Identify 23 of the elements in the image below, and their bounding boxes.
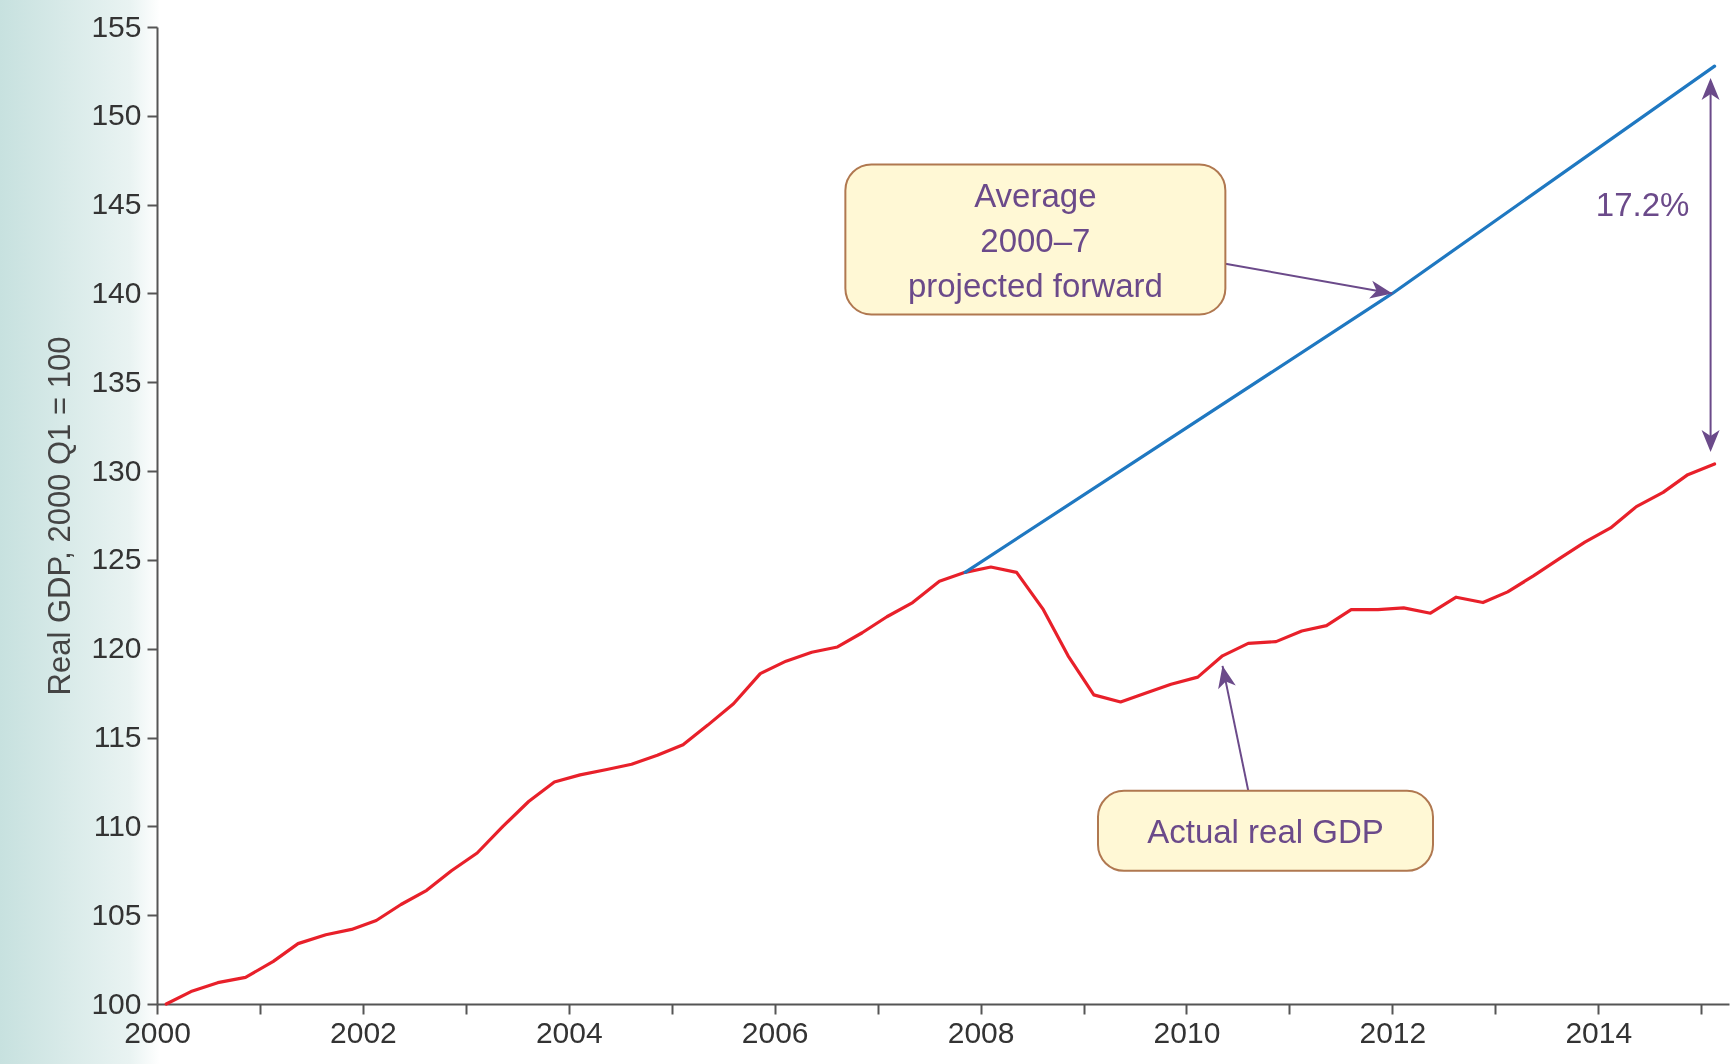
annotation: Actual real GDP [1147, 812, 1384, 850]
x-tick-label: 2004 [535, 1015, 603, 1049]
x-tick-label: 2002 [330, 1015, 397, 1049]
y-tick-label: 140 [91, 275, 142, 309]
x-tick-label: 2014 [1565, 1015, 1633, 1049]
y-tick-label: 150 [91, 98, 142, 132]
y-tick-label: 110 [93, 808, 142, 842]
x-tick-label: 2010 [1153, 1015, 1221, 1049]
x-tick-label: 2008 [947, 1015, 1015, 1049]
y-tick-label: 130 [91, 453, 142, 487]
y-tick-label: 135 [91, 364, 142, 398]
y-tick-label: 120 [91, 631, 142, 665]
y-tick-label: 105 [91, 897, 142, 931]
y-axis-title: Real GDP, 2000 Q1 = 100 [42, 336, 78, 696]
y-tick-label: 155 [91, 9, 142, 43]
line-series [164, 462, 1717, 1006]
y-tick-label: 125 [91, 542, 142, 576]
y-tick-label: 115 [93, 720, 142, 754]
y-tick-label: 145 [91, 187, 142, 221]
annotation: Average 2000–7 projected forward [907, 177, 1163, 305]
x-tick-label: 2006 [741, 1015, 809, 1049]
x-tick-label: 2012 [1359, 1015, 1427, 1049]
annotation: 17.2% [1595, 186, 1690, 224]
